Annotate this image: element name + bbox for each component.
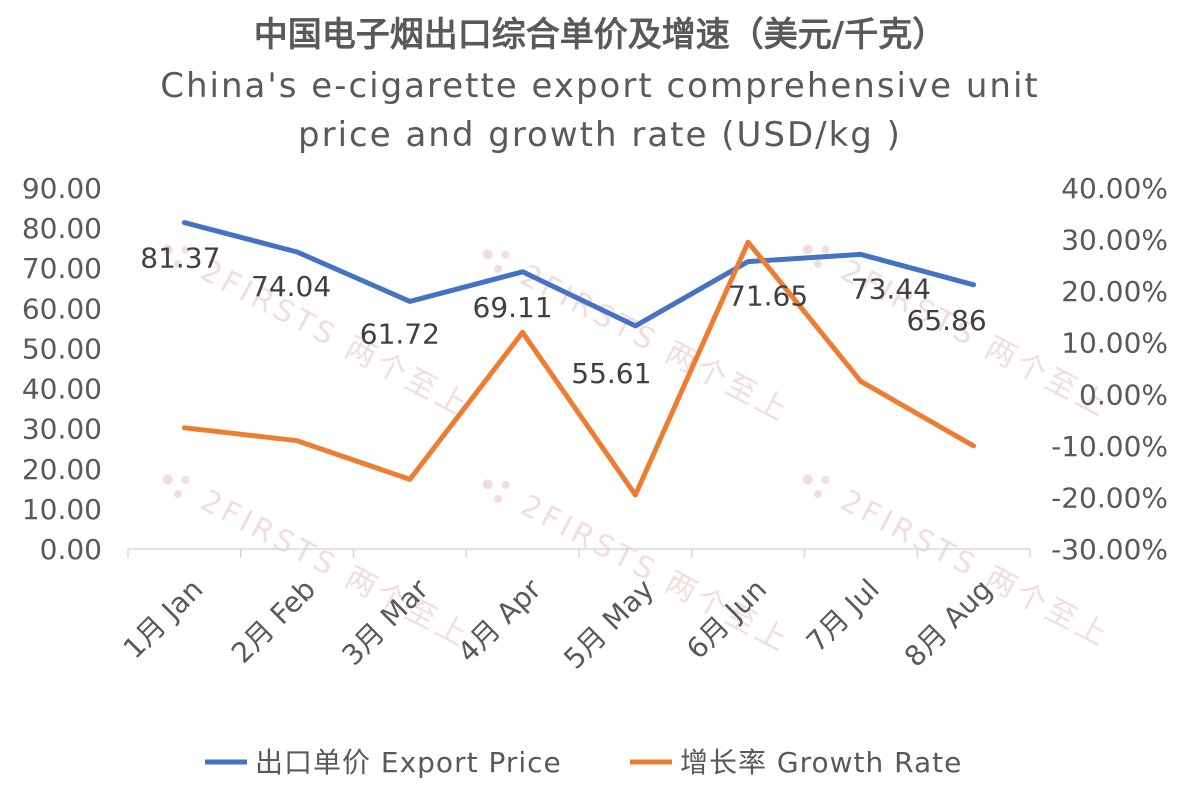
watermark-logo-icon	[814, 259, 823, 268]
y-left-tick-label: 10.00	[22, 493, 102, 526]
y-left-tick-label: 20.00	[22, 453, 102, 486]
data-label-export-price: 61.72	[360, 317, 440, 350]
export-price-line	[181, 220, 977, 329]
data-label-export-price: 73.44	[851, 272, 931, 305]
x-tick-label: 1月 Jan	[117, 573, 210, 666]
watermark-logo-icon	[494, 264, 503, 273]
watermark-logo-icon	[821, 475, 830, 484]
watermark-logo-icon	[814, 489, 823, 498]
watermark-logo-icon	[162, 474, 173, 485]
y-left-tick-label: 0.00	[40, 533, 102, 566]
watermark-logo-icon	[482, 479, 493, 490]
watermark-logo-icon	[494, 494, 503, 503]
y-right-tick-label: 30.00%	[1061, 224, 1168, 257]
y-left-tick-label: 90.00	[22, 172, 102, 205]
watermark-logo-icon	[482, 249, 493, 260]
legend: 出口单价 Export Price 增长率 Growth Rate	[205, 746, 962, 779]
legend-label-export-price: 出口单价 Export Price	[255, 746, 562, 779]
y-right-tick-label: 0.00%	[1079, 378, 1168, 411]
x-tick-label: 2月 Feb	[225, 573, 322, 670]
y-right-tick-label: 40.00%	[1061, 172, 1168, 205]
y-left-tick-label: 60.00	[22, 292, 102, 325]
data-label-export-price: 55.61	[571, 357, 651, 390]
watermark-logo-icon	[501, 480, 510, 489]
data-label-export-price: 74.04	[251, 270, 331, 303]
x-tick-label: 8月 Aug	[898, 573, 999, 674]
y-left-tick-label: 50.00	[22, 332, 102, 365]
watermark-logo-icon	[174, 489, 183, 498]
chart-title-en-line2: price and growth rate (USD/kg )	[298, 115, 902, 155]
y-left-tick-label: 70.00	[22, 252, 102, 285]
legend-label-growth-rate: 增长率 Growth Rate	[680, 746, 962, 779]
y-right-tick-label: 20.00%	[1061, 275, 1168, 308]
y-left-tick-label: 40.00	[22, 373, 102, 406]
y-axis-left: 0.00 10.00 20.00 30.00 40.00 50.00 60.00 70.00 8…	[22, 172, 102, 566]
growth-rate-line	[181, 239, 977, 498]
watermark-3: 2FIRSTS 两个至上	[162, 474, 476, 655]
y-right-tick-label: 10.00%	[1061, 327, 1168, 360]
y-right-tick-label: -20.00%	[1051, 481, 1168, 514]
watermark-logo-icon	[501, 250, 510, 259]
data-label-export-price: 69.11	[473, 291, 553, 324]
watermark-logo-icon	[181, 245, 190, 254]
x-tick-label: 5月 May	[557, 573, 660, 676]
plot-series	[181, 220, 977, 498]
watermark-logo-icon	[174, 259, 183, 268]
y-left-tick-label: 30.00	[22, 413, 102, 446]
watermark-logo-icon	[802, 474, 813, 485]
data-label-export-price: 71.65	[728, 280, 808, 313]
y-axis-right: -30.00% -20.00% -10.00% 0.00% 10.00% 20.00% 30…	[1051, 172, 1168, 566]
chart-title-cn: 中国电子烟出口综合单价及增速（美元/千克）	[254, 15, 946, 55]
watermark-logo-icon	[181, 475, 190, 484]
x-axis: 1月 Jan 2月 Feb 3月 Mar 4月 Apr 5月 May 6月 Jun 7月 J…	[117, 548, 1031, 676]
y-left-tick-label: 80.00	[22, 212, 102, 245]
data-label-export-price: 65.86	[907, 304, 987, 337]
watermark-logo-icon	[162, 244, 173, 255]
y-right-tick-label: -10.00%	[1051, 430, 1168, 463]
watermark-logo-icon	[821, 245, 830, 254]
chart-title-en-line1: China's e-cigarette export comprehensive…	[160, 66, 1039, 106]
data-label-export-price: 81.37	[140, 242, 220, 275]
watermark-text: 2FIRSTS 两个至上	[195, 483, 476, 655]
x-tick-label: 7月 Jul	[800, 573, 886, 659]
y-right-tick-label: -30.00%	[1051, 533, 1168, 566]
watermark-text: 2FIRSTS 两个至上	[515, 488, 796, 660]
watermark-logo-icon	[802, 244, 813, 255]
